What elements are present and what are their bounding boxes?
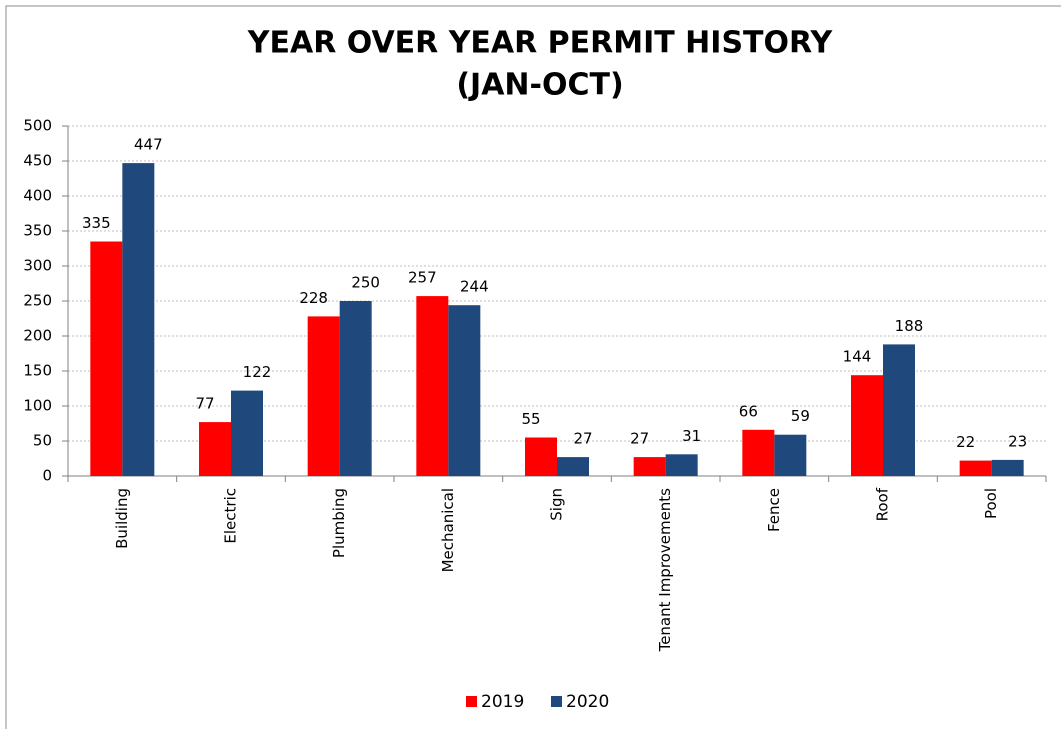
x-tick-label: Pool: [982, 488, 1000, 519]
y-tick-label: 0: [42, 467, 52, 485]
x-tick-label: Tenant Improvements: [656, 488, 674, 653]
legend-label: 2020: [566, 692, 609, 712]
legend-swatch: [551, 696, 562, 707]
bar: [122, 163, 155, 476]
data-label: 447: [134, 136, 163, 154]
data-label: 257: [408, 269, 437, 287]
bar: [959, 460, 992, 476]
bar: [665, 454, 698, 476]
data-label: 22: [956, 433, 975, 451]
bar: [742, 429, 775, 476]
chart-title: YEAR OVER YEAR PERMIT HISTORY: [247, 26, 834, 61]
y-tick-label: 150: [23, 362, 52, 380]
data-label: 31: [682, 427, 701, 445]
data-label: 27: [630, 430, 649, 448]
x-tick-label: Roof: [874, 487, 892, 521]
y-tick-label: 450: [23, 152, 52, 170]
data-label: 122: [243, 363, 272, 381]
x-tick-label: Building: [113, 488, 131, 549]
data-label: 228: [299, 289, 328, 307]
bar: [339, 301, 372, 476]
bar: [448, 305, 481, 476]
legend-label: 2019: [481, 692, 524, 712]
x-tick-label: Mechanical: [439, 488, 457, 572]
x-tick-label: Sign: [548, 488, 566, 521]
data-label: 55: [521, 410, 540, 428]
bar: [633, 457, 666, 476]
data-label: 250: [351, 274, 380, 292]
y-tick-label: 300: [23, 257, 52, 275]
bar: [199, 422, 231, 476]
data-label: 244: [460, 278, 489, 296]
data-label: 188: [895, 317, 924, 335]
data-label: 144: [843, 348, 872, 366]
bar: [557, 457, 589, 476]
bar: [231, 390, 263, 476]
data-label: 23: [1008, 432, 1027, 450]
y-tick-label: 400: [23, 187, 52, 205]
y-tick-label: 500: [23, 117, 52, 135]
bar: [90, 241, 123, 476]
x-tick-label: Plumbing: [330, 488, 348, 558]
y-tick-label: 100: [23, 397, 52, 415]
y-tick-label: 250: [23, 292, 52, 310]
x-tick-label: Electric: [222, 488, 240, 544]
data-label: 59: [791, 407, 810, 425]
bar: [525, 437, 557, 476]
bar: [774, 434, 807, 476]
legend-swatch: [466, 696, 477, 707]
data-label: 27: [573, 430, 592, 448]
bar: [883, 344, 915, 476]
bar: [307, 316, 340, 476]
chart-subtitle: (JAN-OCT): [456, 68, 623, 103]
x-tick-label: Fence: [765, 488, 783, 532]
y-tick-label: 50: [33, 432, 52, 450]
data-label: 335: [82, 214, 111, 232]
bar: [991, 459, 1024, 476]
bar: [416, 296, 449, 476]
y-tick-label: 200: [23, 327, 52, 345]
data-label: 66: [739, 402, 758, 420]
data-label: 77: [195, 395, 214, 413]
bar: [851, 375, 883, 476]
chart-border: [5, 5, 1061, 729]
y-tick-label: 350: [23, 222, 52, 240]
